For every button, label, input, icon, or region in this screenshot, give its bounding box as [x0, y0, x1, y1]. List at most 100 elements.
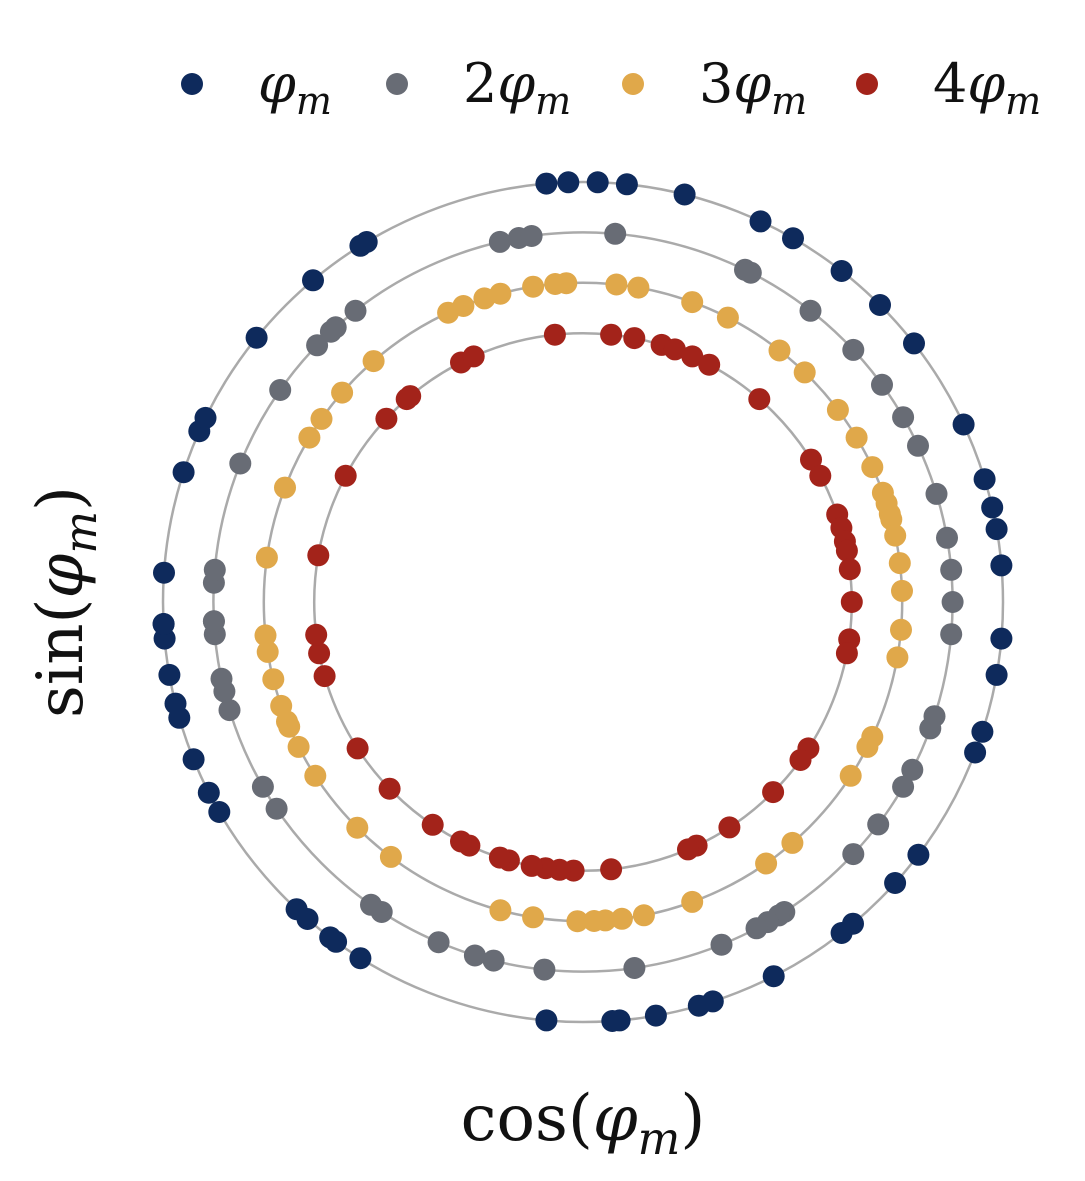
data-points: [152, 171, 1013, 1032]
data-point: [799, 299, 822, 322]
data-point: [687, 994, 710, 1017]
data-point: [793, 361, 816, 384]
data-point: [305, 623, 328, 646]
data-point: [522, 906, 545, 929]
data-point: [270, 694, 293, 717]
data-point: [362, 350, 385, 373]
data-point: [229, 452, 252, 475]
data-point: [745, 917, 768, 940]
data-point: [583, 910, 606, 932]
data-point: [203, 558, 226, 581]
legend-marker: [181, 73, 203, 95]
data-point: [601, 1010, 624, 1032]
legend-label: 3φm​: [699, 52, 807, 123]
data-point: [892, 406, 915, 429]
data-point: [331, 381, 354, 404]
data-point: [265, 797, 288, 820]
legend-marker: [856, 73, 878, 95]
data-point: [308, 642, 331, 665]
legend-marker: [386, 73, 408, 95]
data-point: [891, 579, 913, 602]
data-point: [971, 720, 994, 743]
data-point: [886, 646, 909, 669]
data-point: [307, 544, 330, 567]
data-point: [287, 735, 310, 758]
data-point: [838, 558, 861, 581]
data-point: [615, 173, 638, 196]
data-point: [378, 777, 401, 800]
data-point: [427, 931, 450, 954]
data-point: [604, 222, 627, 245]
data-point: [197, 781, 220, 804]
data-point: [856, 735, 879, 758]
data-point: [334, 464, 357, 487]
data-point: [208, 801, 231, 823]
data-point: [739, 261, 762, 284]
data-point: [600, 858, 623, 881]
data-point: [463, 944, 486, 967]
data-point: [623, 957, 646, 979]
data-point: [302, 269, 324, 292]
data-point: [262, 668, 285, 691]
data-point: [842, 338, 865, 361]
data-point: [379, 845, 402, 868]
data-point: [255, 546, 278, 569]
data-point: [304, 764, 327, 787]
data-point: [298, 426, 321, 449]
y-axis-label-text: sin(φm​): [24, 486, 107, 718]
series-3phi: [254, 272, 913, 933]
data-point: [677, 838, 699, 861]
data-point: [940, 558, 963, 581]
x-axis-label-text: cos(φm​): [461, 1082, 706, 1165]
data-point: [830, 922, 853, 944]
data-point: [673, 183, 696, 206]
data-point: [681, 345, 704, 368]
data-point: [681, 890, 704, 913]
x-axis-label: cos(φm​): [461, 1082, 706, 1165]
data-point: [557, 171, 580, 194]
data-point: [964, 741, 987, 764]
data-point: [952, 413, 975, 436]
data-point: [623, 327, 646, 350]
data-point: [985, 518, 1008, 541]
data-point: [919, 717, 942, 740]
data-point: [632, 904, 655, 927]
data-point: [535, 1009, 558, 1032]
data-point: [488, 230, 511, 253]
data-point: [884, 524, 907, 547]
data-point: [627, 276, 650, 299]
data-point: [748, 388, 771, 411]
data-point: [845, 426, 868, 449]
data-point: [555, 272, 578, 295]
data-point: [663, 338, 686, 361]
data-point: [867, 813, 890, 836]
data-point: [254, 624, 277, 647]
data-point: [522, 275, 545, 298]
data-point: [840, 591, 863, 613]
data-point: [319, 926, 342, 949]
legend-label: 4φm​: [933, 52, 1041, 123]
data-point: [520, 225, 543, 247]
data-point: [172, 461, 195, 484]
data-point: [164, 692, 187, 715]
legend-label: 2φm​: [463, 52, 571, 123]
data-point: [245, 326, 268, 349]
legend-item-4phi: 4φm​: [856, 52, 1041, 123]
data-point: [543, 323, 566, 346]
series-1phi: [152, 171, 1013, 1032]
data-point: [153, 561, 175, 584]
data-point: [313, 665, 336, 688]
data-point: [940, 623, 963, 646]
data-point: [809, 464, 832, 487]
data-point: [698, 353, 721, 376]
data-point: [452, 295, 475, 317]
legend-marker: [622, 73, 644, 95]
data-point: [990, 554, 1013, 577]
data-point: [781, 831, 804, 854]
data-point: [566, 910, 589, 933]
data-point: [990, 627, 1013, 650]
data-point: [839, 764, 862, 787]
data-point: [869, 294, 891, 316]
data-point: [346, 816, 369, 839]
data-point: [310, 407, 333, 430]
